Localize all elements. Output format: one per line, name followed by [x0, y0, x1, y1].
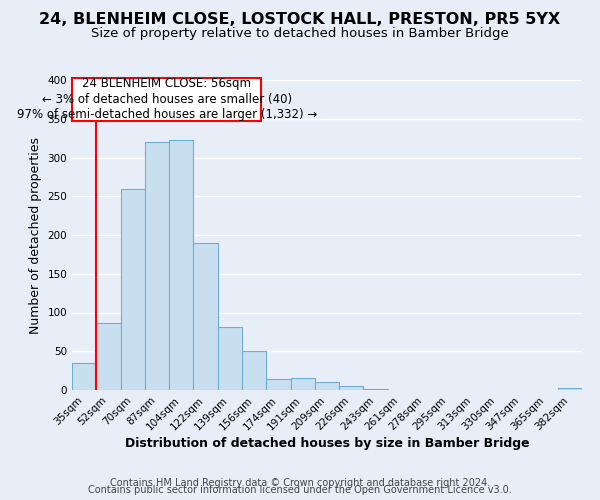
- Bar: [169, 140, 193, 390]
- Bar: [193, 243, 218, 390]
- Text: 97% of semi-detached houses are larger (1,332) →: 97% of semi-detached houses are larger (…: [17, 108, 317, 122]
- Bar: [558, 388, 582, 390]
- Bar: [339, 386, 364, 390]
- Bar: [72, 363, 96, 390]
- Text: Contains public sector information licensed under the Open Government Licence v3: Contains public sector information licen…: [88, 485, 512, 495]
- Bar: [218, 327, 242, 390]
- FancyBboxPatch shape: [72, 78, 262, 121]
- Bar: [364, 389, 388, 390]
- Text: Contains HM Land Registry data © Crown copyright and database right 2024.: Contains HM Land Registry data © Crown c…: [110, 478, 490, 488]
- Bar: [242, 351, 266, 390]
- Bar: [290, 378, 315, 390]
- Bar: [266, 379, 290, 390]
- Bar: [96, 322, 121, 390]
- Text: 24 BLENHEIM CLOSE: 56sqm: 24 BLENHEIM CLOSE: 56sqm: [82, 78, 251, 90]
- Bar: [315, 382, 339, 390]
- Text: 24, BLENHEIM CLOSE, LOSTOCK HALL, PRESTON, PR5 5YX: 24, BLENHEIM CLOSE, LOSTOCK HALL, PRESTO…: [40, 12, 560, 28]
- X-axis label: Distribution of detached houses by size in Bamber Bridge: Distribution of detached houses by size …: [125, 438, 529, 450]
- Bar: [145, 142, 169, 390]
- Text: ← 3% of detached houses are smaller (40): ← 3% of detached houses are smaller (40): [41, 93, 292, 106]
- Bar: [121, 188, 145, 390]
- Text: Size of property relative to detached houses in Bamber Bridge: Size of property relative to detached ho…: [91, 28, 509, 40]
- Y-axis label: Number of detached properties: Number of detached properties: [29, 136, 42, 334]
